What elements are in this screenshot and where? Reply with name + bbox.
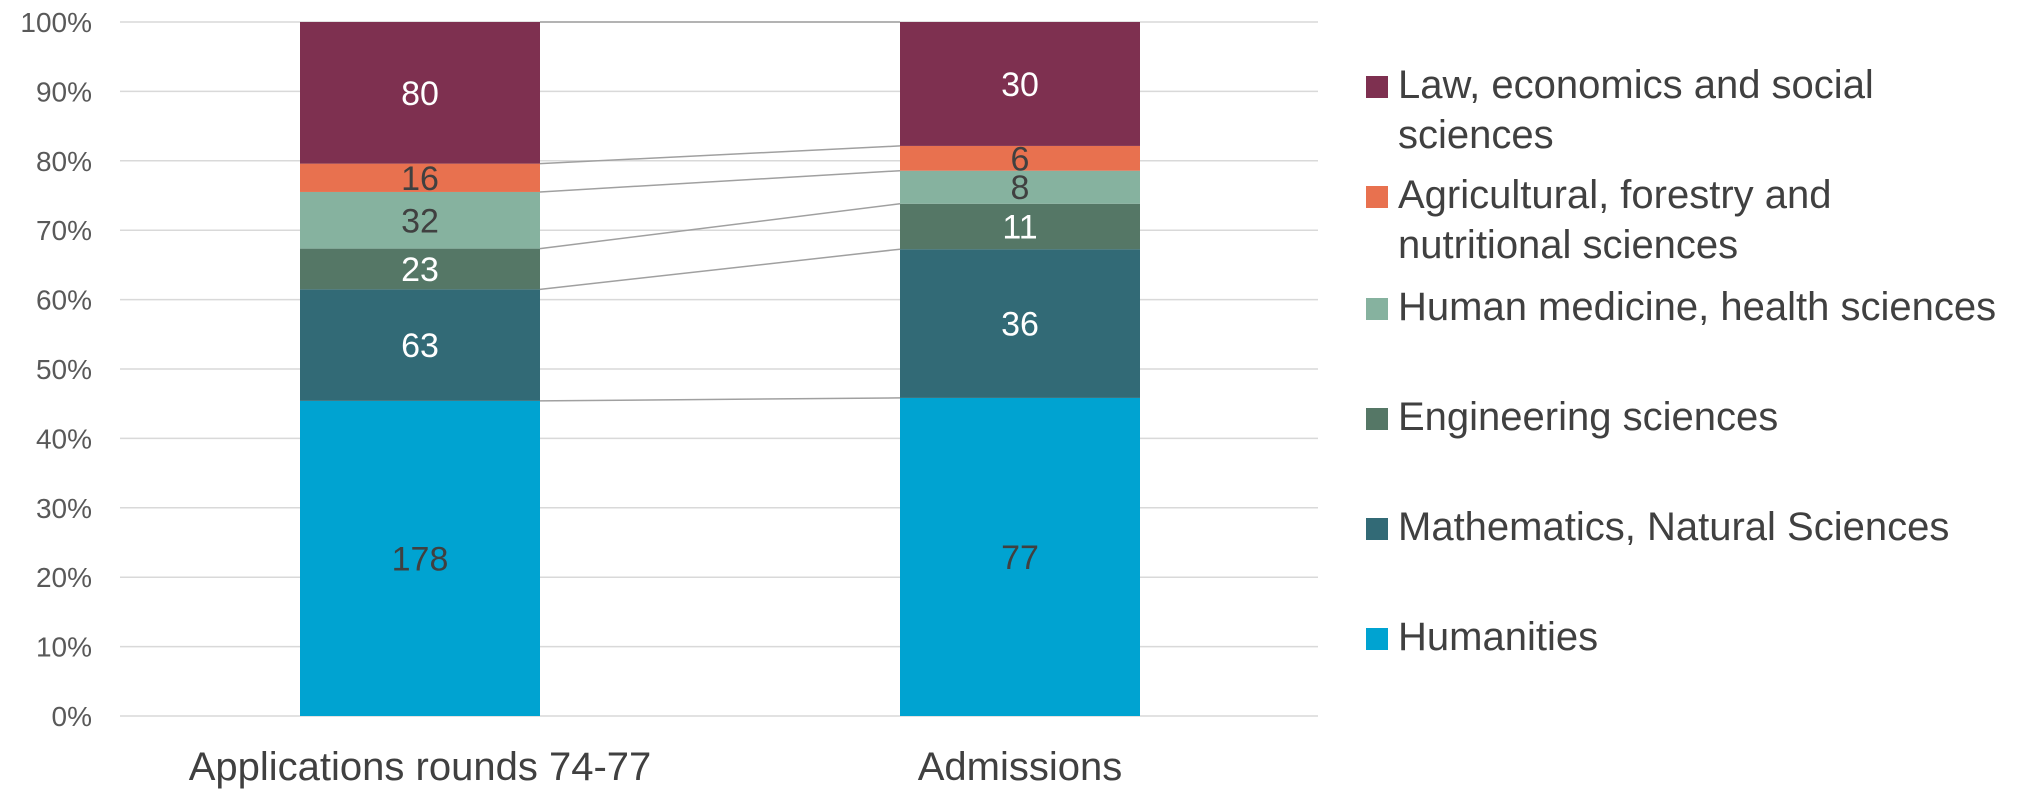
series-line [539,203,901,250]
bar-segment-engineering-sciences [900,203,1140,250]
series-line [539,248,901,291]
bars [300,22,1140,716]
legend-swatch [1366,76,1388,98]
series-line [539,397,901,402]
x-category-label: Applications rounds 74-77 [189,745,652,789]
bar-segment-human-medicine-health-sciences [900,170,1140,204]
bar-segment-human-medicine-health-sciences [300,191,540,249]
y-tick-label: 30% [36,493,92,524]
legend-item-humanities: Humanities [1366,615,1598,659]
y-tick-label: 40% [36,423,92,454]
bar-segment-humanities [300,400,540,716]
data-label: 23 [401,251,439,289]
bar-segment-mathematics-natural-sciences [900,249,1140,398]
data-label: 16 [401,160,439,198]
legend-swatch [1366,408,1388,430]
legend-item-agricultural-forestry-and-nutritional-sciences: Agricultural, forestry and nutritional sc… [1366,173,1832,267]
legend-label: Mathematics, Natural Sciences [1398,505,1949,549]
legend-label: Engineering sciences [1398,395,1778,439]
y-tick-label: 20% [36,562,92,593]
y-tick-label: 50% [36,354,92,385]
series-line [539,169,901,193]
bar-segment-agricultural-forestry-and-nutritional-sciences [900,145,1140,171]
bar-segment-humanities [900,397,1140,716]
legend-label: Agricultural, forestry and [1398,173,1832,217]
data-label: 36 [1001,306,1039,344]
series-line [539,145,901,165]
bar-segment-law-economics-and-social-sciences [900,22,1140,146]
x-axis: Applications rounds 74-77 Admissions [189,745,1123,789]
y-tick-label: 70% [36,215,92,246]
data-label: 6 [1011,140,1030,178]
y-tick-label: 90% [36,76,92,107]
bar-segment-mathematics-natural-sciences [300,289,540,401]
data-label: 63 [401,327,439,365]
legend-label: Humanities [1398,615,1598,659]
data-label: 8 [1011,169,1030,207]
data-label: 178 [392,540,449,578]
legend-swatch [1366,518,1388,540]
y-tick-label: 80% [36,146,92,177]
y-tick-label: 10% [36,632,92,663]
legend-item-mathematics-natural-sciences: Mathematics, Natural Sciences [1366,505,1949,549]
legend-swatch [1366,186,1388,208]
legend-label: Human medicine, health sciences [1398,285,1996,329]
y-axis: 0% 10% 20% 30% 40% 50% 60% 70% 80% 90% 100% [20,7,92,732]
legend: Law, economics and social sciences Agricul… [1366,63,1996,659]
legend-label: nutritional sciences [1398,223,1738,267]
legend-label: Law, economics and social [1398,63,1874,107]
data-label: 80 [401,75,439,113]
legend-swatch [1366,298,1388,320]
data-label: 11 [1002,208,1037,246]
data-label: 30 [1001,66,1039,104]
legend-item-engineering-sciences: Engineering sciences [1366,395,1778,439]
bar-segment-agricultural-forestry-and-nutritional-sciences [300,163,540,192]
data-label: 77 [1001,539,1039,577]
legend-item-human-medicine-health-sciences: Human medicine, health sciences [1366,285,1996,329]
legend-label: sciences [1398,113,1554,157]
legend-item-law-economics-and-social-sciences: Law, economics and social sciences [1366,63,1874,157]
series-lines [539,21,901,402]
legend-swatch [1366,628,1388,650]
bar-segment-engineering-sciences [300,248,540,290]
y-tick-label: 0% [52,701,92,732]
y-tick-label: 60% [36,285,92,316]
x-category-label: Admissions [918,745,1123,789]
data-label: 32 [401,202,439,240]
bar-segment-law-economics-and-social-sciences [300,22,540,164]
y-tick-label: 100% [20,7,92,38]
